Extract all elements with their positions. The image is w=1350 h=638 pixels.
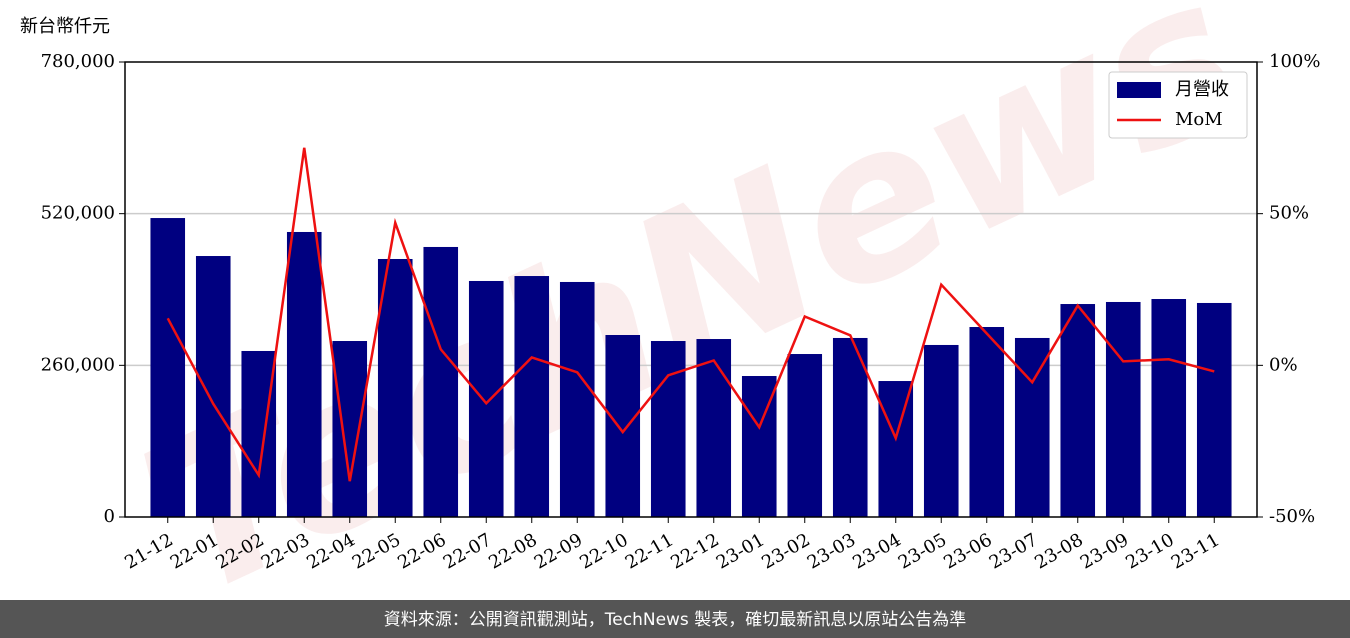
y2-tick-label: 50% — [1269, 203, 1309, 224]
x-tick-label: 23-03 — [804, 529, 859, 573]
legend-label: 月營收 — [1175, 79, 1229, 100]
x-tick-label: 22-11 — [622, 529, 677, 573]
bar — [1151, 299, 1187, 517]
bar — [696, 339, 732, 517]
y-axis-label: 新台幣仟元 — [20, 16, 110, 37]
x-tick-label: 23-05 — [895, 529, 950, 573]
bar — [969, 327, 1005, 517]
bar — [332, 341, 368, 517]
x-tick-label: 21-12 — [121, 529, 176, 573]
y-tick-label: 260,000 — [41, 354, 115, 375]
x-tick-label: 23-09 — [1077, 529, 1132, 573]
x-tick-label: 22-12 — [667, 529, 722, 573]
x-tick-label: 23-08 — [1031, 529, 1086, 573]
bar — [787, 354, 823, 517]
x-tick-label: 22-10 — [576, 529, 631, 573]
y-tick-label: 780,000 — [41, 51, 115, 72]
bar — [878, 381, 914, 517]
x-tick-label: 23-07 — [986, 529, 1041, 573]
bar — [559, 281, 595, 517]
x-tick-label: 23-02 — [758, 529, 813, 573]
footer-bar — [0, 600, 1350, 638]
bar — [1105, 301, 1141, 517]
bar — [1196, 302, 1232, 517]
plot-frame — [124, 61, 1258, 518]
y2-tick-label: 0% — [1269, 354, 1298, 375]
x-tick-label: 23-11 — [1168, 529, 1223, 573]
bar — [923, 344, 959, 517]
y-tick-label: 520,000 — [41, 203, 115, 224]
y-tick-label: 0 — [104, 506, 115, 527]
bar — [150, 218, 186, 517]
legend-swatch — [1117, 82, 1161, 98]
x-tick-label: 23-04 — [849, 529, 904, 573]
bar — [650, 341, 686, 517]
y2-tick-label: 100% — [1269, 51, 1320, 72]
bar — [1060, 304, 1096, 517]
bar — [423, 246, 459, 517]
bar — [286, 231, 322, 517]
bar — [514, 276, 550, 517]
y2-tick-label: -50% — [1269, 506, 1315, 527]
bar — [241, 350, 277, 517]
source-note: 資料來源：公開資訊觀測站，TechNews 製表，確切最新訊息以原站公告為準 — [384, 610, 966, 630]
bar — [377, 258, 413, 517]
x-tick-label: 23-06 — [940, 529, 995, 573]
x-tick-label: 22-09 — [531, 529, 586, 573]
bar — [605, 335, 641, 517]
line — [166, 147, 1215, 482]
x-tick-label: 23-10 — [1122, 529, 1177, 573]
legend-label: MoM — [1175, 109, 1223, 130]
bar — [195, 256, 231, 517]
bar — [1014, 337, 1050, 517]
bar — [832, 337, 868, 517]
x-tick-label: 23-01 — [713, 529, 768, 573]
bar — [468, 280, 504, 517]
x-tick-label: 22-08 — [485, 529, 540, 573]
